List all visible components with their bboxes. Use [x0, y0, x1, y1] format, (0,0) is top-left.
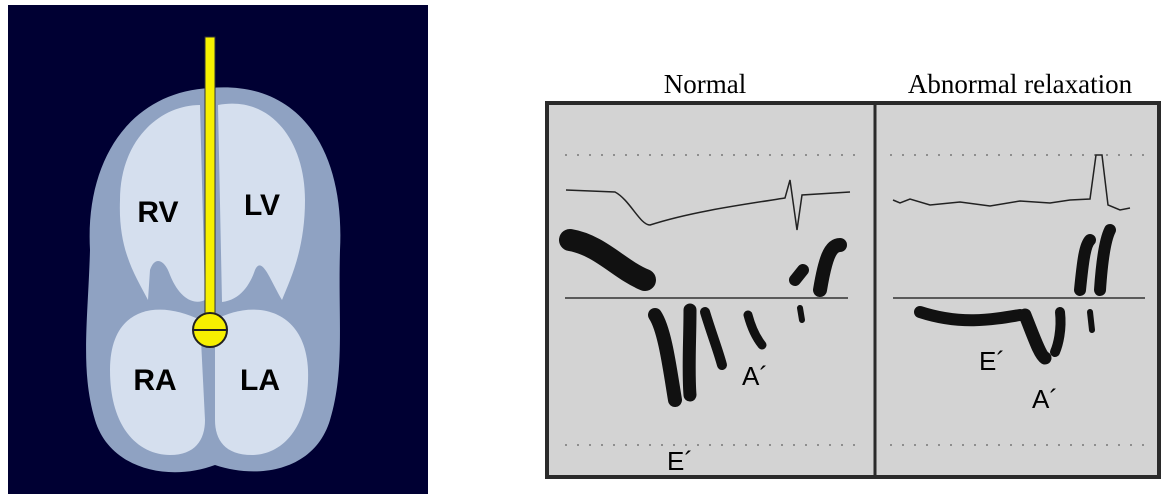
- right-ventricle: [119, 105, 205, 302]
- ecg-trace: [892, 154, 1131, 211]
- right-atrium: [110, 309, 205, 455]
- doppler-frame: [545, 101, 1161, 479]
- label-e: E´: [667, 446, 693, 476]
- label-lv: LV: [244, 189, 280, 222]
- left-ventricle: [218, 103, 305, 303]
- label-ra: RA: [133, 364, 176, 397]
- ecg-trace: [565, 179, 851, 231]
- label-e: E´: [979, 346, 1005, 376]
- dotted-lines: [565, 154, 1145, 446]
- doppler-signal: [559, 224, 1116, 407]
- label-a: A´: [1032, 384, 1058, 414]
- panel-title: Normal: [664, 69, 746, 99]
- catheter: [204, 36, 216, 323]
- panel-title: Abnormal relaxation: [908, 69, 1133, 99]
- left-atrium: [215, 309, 309, 455]
- label-rv: RV: [137, 196, 178, 229]
- label-la: LA: [240, 364, 280, 397]
- label-a: A´: [742, 361, 768, 391]
